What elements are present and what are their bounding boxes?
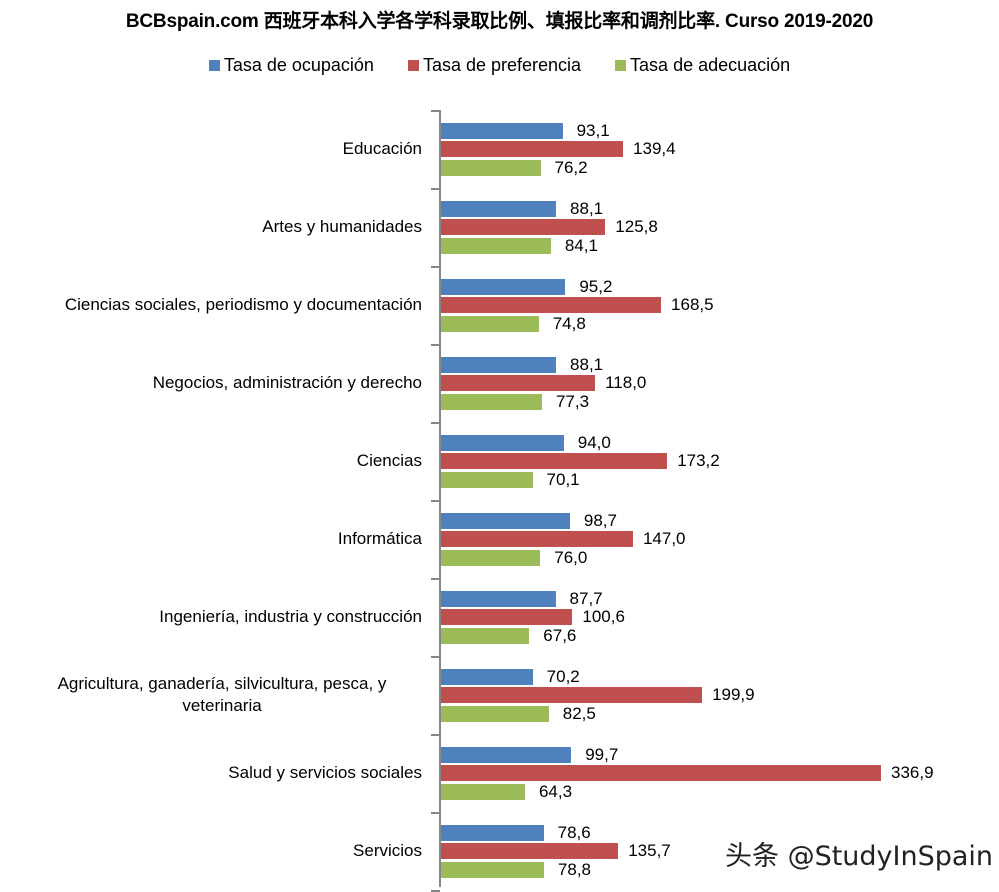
- category-label: Ciencias sociales, periodismo y document…: [64, 295, 422, 314]
- legend-swatch-green-icon: [615, 60, 627, 71]
- bar-ocupacion: [441, 123, 563, 139]
- data-label: 87,7: [569, 589, 603, 608]
- legend-swatch-red-icon: [407, 60, 419, 71]
- data-label: 199,9: [712, 685, 755, 704]
- data-label: 88,1: [570, 199, 604, 218]
- bar-adecuacion: [441, 706, 549, 722]
- data-label: 94,0: [577, 433, 611, 452]
- watermark: 头条 @StudyInSpain: [725, 841, 994, 872]
- data-label: 95,2: [579, 277, 613, 296]
- axis-tick: [431, 188, 440, 190]
- legend-label: Tasa de preferencia: [422, 55, 582, 75]
- data-label: 99,7: [585, 745, 619, 764]
- data-label: 93,1: [576, 121, 610, 140]
- bar-ocupacion: [441, 435, 564, 451]
- data-label: 74,8: [552, 314, 586, 333]
- bar-adecuacion: [441, 238, 551, 254]
- bar-ocupacion: [441, 747, 572, 763]
- chart-title: BCBspain.com 西班牙本科入学各学科录取比例、填报比率和调剂比率. C…: [125, 11, 874, 32]
- data-label: 88,1: [570, 355, 604, 374]
- bar-ocupacion: [441, 279, 566, 295]
- data-label: 84,1: [564, 236, 598, 255]
- data-label: 118,0: [605, 373, 647, 392]
- legend-item-adecuacion: Tasa de adecuación: [615, 55, 790, 76]
- bar-preferencia: [441, 531, 633, 547]
- data-label: 76,0: [554, 548, 588, 567]
- data-label: 147,0: [642, 529, 686, 548]
- bar-preferencia: [441, 765, 881, 781]
- axis-tick: [431, 344, 440, 346]
- bar-preferencia: [441, 687, 703, 703]
- bar-preferencia: [441, 141, 624, 157]
- data-label: 168,5: [671, 295, 714, 314]
- data-label: 98,7: [583, 511, 617, 530]
- category-label: Servicios: [353, 841, 422, 860]
- data-label: 135,7: [628, 841, 671, 860]
- legend-item-ocupacion: Tasa de ocupación: [208, 55, 374, 76]
- bar-adecuacion: [441, 472, 533, 488]
- data-label: 70,1: [546, 470, 580, 489]
- bar-ocupacion: [441, 357, 557, 373]
- bar-preferencia: [441, 297, 662, 313]
- bar-preferencia: [441, 843, 619, 859]
- data-label: 125,8: [615, 217, 658, 236]
- category-label: Negocios, administración y derecho: [152, 373, 422, 392]
- data-label: 336,9: [890, 763, 934, 782]
- legend: Tasa de ocupación Tasa de preferencia Ta…: [0, 55, 999, 76]
- legend-swatch-blue-icon: [208, 60, 220, 71]
- axis-tick: [431, 812, 440, 814]
- bar-adecuacion: [441, 394, 542, 410]
- bar-ocupacion: [441, 669, 533, 685]
- bar-ocupacion: [441, 825, 544, 841]
- bar-ocupacion: [441, 201, 557, 217]
- axis-tick: [431, 734, 440, 736]
- axis-tick: [431, 266, 440, 268]
- category-label: Artes y humanidades: [262, 217, 422, 236]
- data-label: 139,4: [633, 139, 676, 158]
- data-label: 78,6: [557, 823, 591, 842]
- data-label: 67,6: [543, 626, 577, 645]
- bar-preferencia: [441, 453, 668, 469]
- data-label: 64,3: [538, 782, 573, 801]
- axis-tick: [431, 422, 440, 424]
- category-label: Ingeniería, industria y construcción: [159, 607, 422, 626]
- category-label: Informática: [337, 529, 422, 548]
- bar-ocupacion: [441, 591, 556, 607]
- data-label: 76,2: [554, 158, 588, 177]
- data-label: 78,8: [557, 860, 591, 879]
- category-label: Educación: [342, 139, 422, 158]
- bar-adecuacion: [441, 784, 525, 800]
- bar-ocupacion: [441, 513, 570, 529]
- axis-tick: [431, 110, 440, 112]
- category-axis: [439, 110, 441, 887]
- bar-adecuacion: [441, 550, 541, 566]
- bar-preferencia: [441, 609, 573, 625]
- bar-adecuacion: [441, 316, 539, 332]
- data-label: 70,2: [546, 667, 580, 686]
- data-label: 173,2: [677, 451, 720, 470]
- axis-tick: [431, 656, 440, 658]
- category-label: Agricultura, ganadería, silvicultura, pe…: [57, 674, 387, 715]
- bar-preferencia: [441, 219, 606, 235]
- legend-label: Tasa de ocupación: [223, 55, 374, 75]
- axis-tick: [431, 578, 440, 580]
- legend-item-preferencia: Tasa de preferencia: [407, 55, 582, 76]
- category-label: Salud y servicios sociales: [228, 763, 422, 782]
- axis-tick: [431, 500, 440, 502]
- data-label: 100,6: [582, 607, 625, 626]
- bar-adecuacion: [441, 160, 541, 176]
- data-label: 77,3: [555, 392, 590, 411]
- category-label: Ciencias: [356, 451, 422, 470]
- bar-preferencia: [441, 375, 596, 391]
- bar-adecuacion: [441, 628, 530, 644]
- data-label: 82,5: [562, 704, 596, 723]
- bar-adecuacion: [441, 862, 544, 878]
- legend-label: Tasa de adecuación: [630, 55, 791, 75]
